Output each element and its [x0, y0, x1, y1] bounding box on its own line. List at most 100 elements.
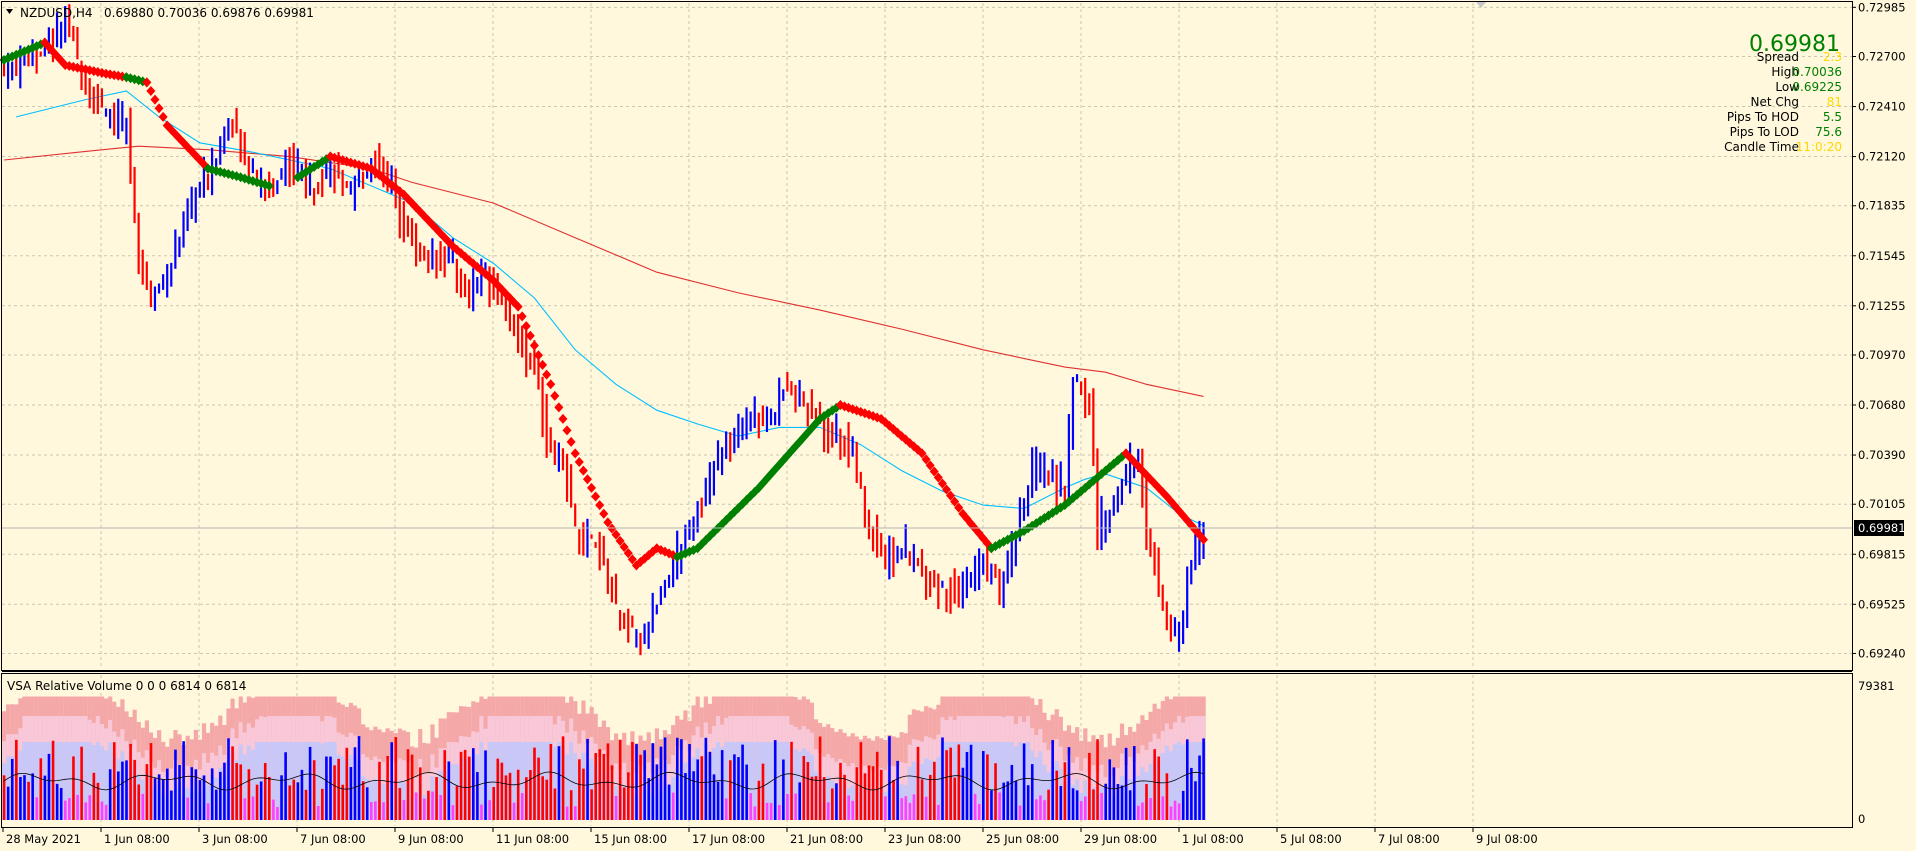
volume-bar — [133, 759, 136, 820]
volume-bar — [659, 746, 663, 820]
volume-bar — [1035, 799, 1038, 820]
volume-bar — [333, 765, 336, 820]
volume-bar — [986, 754, 989, 820]
info-value: 75.6 — [1815, 125, 1842, 139]
volume-bar — [1124, 747, 1128, 820]
volume-bar — [243, 798, 247, 820]
trail-dot — [546, 379, 556, 390]
volume-bar — [663, 737, 667, 820]
volume-bar — [802, 756, 806, 820]
volume-bar — [773, 740, 777, 820]
current-price-tag — [1854, 520, 1904, 536]
volume-bar — [1108, 759, 1112, 820]
volume-envelope-low — [95, 742, 101, 820]
volume-bar — [227, 738, 230, 820]
volume-bar — [1149, 798, 1152, 820]
volume-envelope-low — [748, 742, 753, 820]
volume-bar — [1116, 784, 1120, 820]
info-value: 81 — [1827, 95, 1842, 109]
volume-bar — [863, 773, 867, 820]
trail-dot — [619, 541, 629, 552]
trail-dot — [525, 330, 535, 341]
volume-bar — [1047, 789, 1050, 820]
volume-envelope-low — [1140, 767, 1145, 820]
volume-bar — [406, 749, 410, 820]
volume-envelope-low — [242, 754, 247, 820]
volume-bar — [341, 784, 345, 820]
chart-shift-marker-icon[interactable] — [1476, 2, 1486, 8]
volume-envelope-low — [59, 742, 64, 820]
volume-bar — [900, 798, 903, 820]
volume-bar — [1002, 782, 1005, 820]
volume-bar — [125, 760, 128, 820]
trail-dot — [550, 390, 560, 401]
trail-dot — [529, 340, 539, 351]
volume-bar — [206, 803, 210, 820]
volume-bar — [953, 777, 957, 820]
volume-envelope-low — [320, 743, 325, 820]
trail-dot — [591, 491, 601, 502]
trail-dot — [1199, 534, 1209, 545]
volume-envelope-low — [1017, 742, 1023, 820]
trail-dot — [1015, 528, 1025, 539]
trail-dot — [917, 448, 927, 459]
volume-bar — [414, 792, 418, 820]
trail-dot — [521, 321, 531, 332]
volume-bars — [2, 696, 1206, 820]
volume-bar — [1075, 790, 1079, 820]
volume-bar — [137, 784, 141, 820]
trail-dot — [611, 529, 621, 540]
volume-bar — [455, 786, 459, 820]
volume-bar — [720, 750, 724, 820]
time-axis-label: 15 Jun 08:00 — [594, 832, 667, 846]
chart-menu-triangle-icon[interactable] — [6, 9, 13, 14]
volume-bar — [1132, 746, 1136, 820]
volume-bar — [990, 790, 993, 820]
trail-dot — [933, 472, 943, 483]
volume-bar — [337, 758, 340, 820]
volume-bar — [1137, 805, 1140, 820]
volume-bar — [843, 774, 846, 820]
price-axis[interactable]: 0.72985 0.72700 0.72410 0.72120 0.71835 0.715… — [1852, 0, 1906, 660]
volume-bar — [631, 741, 634, 820]
volume-bar — [239, 764, 243, 820]
info-value: 5.5 — [1823, 110, 1842, 124]
volume-bar — [170, 790, 173, 820]
trailing-stop-dots — [0, 37, 1209, 571]
trail-dot — [538, 359, 548, 370]
time-axis-label: 29 Jun 08:00 — [1084, 832, 1157, 846]
volume-bar — [949, 747, 952, 820]
price-axis-label: 0.69815 — [1858, 547, 1906, 561]
info-value: 0.70036 — [1792, 65, 1842, 79]
trail-dot — [603, 517, 613, 528]
volume-bar — [153, 778, 157, 820]
trail-dot — [954, 502, 964, 513]
volume-bar — [569, 790, 573, 820]
volume-bar — [1100, 792, 1103, 820]
volume-bar — [398, 788, 402, 820]
volume-bar — [288, 785, 291, 820]
volume-bar — [786, 794, 789, 820]
volume-bar — [272, 799, 275, 820]
volume-bar — [59, 787, 63, 820]
volume-bar — [402, 800, 406, 820]
volume-bar — [1071, 788, 1075, 820]
volume-bar — [1030, 764, 1034, 820]
volume-bar — [255, 784, 259, 820]
trail-dot — [937, 478, 947, 489]
volume-indicator-title: VSA Relative Volume 0 0 0 6814 0 6814 — [7, 679, 246, 693]
volume-envelope-low — [295, 742, 300, 820]
price-axis-label: 0.72700 — [1858, 49, 1906, 63]
trail-dot — [1048, 507, 1058, 518]
time-axis[interactable]: 28 May 2021 1 Jun 08:00 3 Jun 08:00 7 Jun 0… — [2, 828, 1538, 846]
volume-envelope-low — [369, 782, 374, 820]
volume-envelope-low — [373, 778, 378, 820]
info-label: Net Chg — [1751, 95, 1799, 109]
volume-bar — [655, 764, 659, 820]
volume-bar — [439, 795, 442, 820]
trail-dot — [562, 425, 572, 436]
volume-envelope-low — [287, 742, 292, 820]
volume-bar — [578, 759, 581, 820]
volume-bar — [492, 787, 495, 820]
